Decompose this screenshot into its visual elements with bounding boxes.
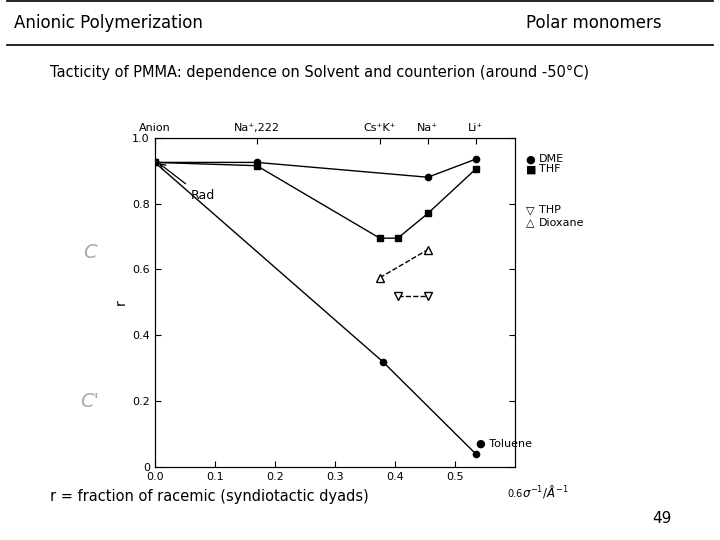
Text: C: C bbox=[84, 244, 96, 262]
Text: Dioxane: Dioxane bbox=[539, 218, 584, 228]
Text: C': C' bbox=[81, 392, 99, 411]
Text: DME: DME bbox=[539, 154, 564, 164]
Text: $\sigma^{-1}/\AA^{-1}$: $\sigma^{-1}/\AA^{-1}$ bbox=[522, 483, 569, 500]
Text: THP: THP bbox=[539, 205, 560, 215]
Text: 0.6: 0.6 bbox=[507, 489, 523, 498]
Text: THF: THF bbox=[539, 164, 560, 174]
Text: ■: ■ bbox=[526, 165, 536, 174]
Text: ●: ● bbox=[526, 154, 536, 165]
Text: △: △ bbox=[526, 218, 534, 228]
Text: r = fraction of racemic (syndiotactic dyads): r = fraction of racemic (syndiotactic dy… bbox=[50, 489, 369, 504]
Text: Tacticity of PMMA: dependence on Solvent and counterion (around -50°C): Tacticity of PMMA: dependence on Solvent… bbox=[50, 65, 590, 80]
Text: 49: 49 bbox=[653, 511, 672, 526]
Text: ● Toluene: ● Toluene bbox=[476, 439, 532, 449]
Text: Rad: Rad bbox=[191, 189, 215, 202]
Y-axis label: r: r bbox=[114, 300, 128, 305]
Text: Polar monomers: Polar monomers bbox=[526, 14, 661, 32]
Text: ▽: ▽ bbox=[526, 205, 534, 215]
Text: Anionic Polymerization: Anionic Polymerization bbox=[14, 14, 203, 32]
